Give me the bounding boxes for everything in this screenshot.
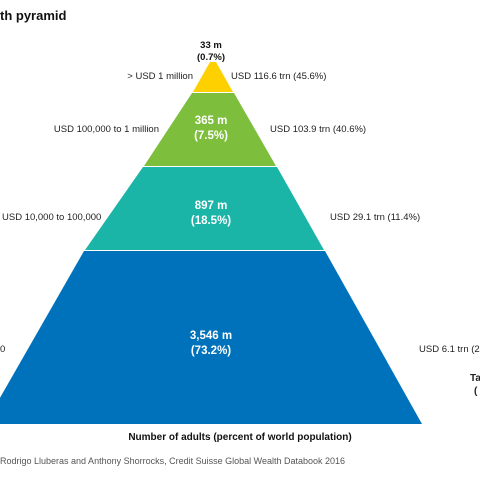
tier-middle-total-wealth: USD 29.1 trn (11.4%) [330, 212, 421, 223]
tier-base-band [0, 251, 422, 424]
tier-middle-adults: 897 m [194, 200, 228, 212]
tier-base-count: 3,546 m (73.2%) [190, 329, 232, 359]
tier-top-wealth-range: > USD 1 million [127, 71, 193, 82]
tier-base-percent: (73.2%) [190, 345, 232, 357]
tier-top-percent: (0.7%) [197, 52, 225, 63]
tier-upper-band [144, 93, 276, 166]
tier-upper-total-wealth: USD 103.9 trn (40.6%) [270, 124, 367, 135]
tier-top-count: 33 m (0.7%) [197, 40, 225, 64]
tier-base-adults: 3,546 m [189, 330, 233, 342]
source-note: Rodrigo Lluberas and Anthony Shorrocks, … [0, 456, 346, 466]
tier-top-total-wealth: USD 116.6 trn (45.6%) [231, 71, 327, 82]
tier-upper-percent: (7.5%) [194, 130, 228, 142]
axis-title: Number of adults (percent of world popul… [128, 432, 352, 443]
tier-middle-percent: (18.5%) [190, 215, 232, 227]
tier-base-wealth-range: 0 [0, 344, 6, 355]
tier-top-adults: 33 m [200, 40, 222, 51]
tier-upper-adults: 365 m [194, 115, 228, 127]
tier-middle-wealth-range: USD 10,000 to 100,000 [2, 212, 102, 223]
chart-title: th pyramid [0, 8, 67, 23]
tier-upper-wealth-range: USD 100,000 to 1 million [53, 124, 159, 135]
tier-top-band [193, 62, 233, 92]
tier-middle-count: 897 m (18.5%) [191, 199, 231, 229]
tier-upper-count: 365 m (7.5%) [194, 114, 228, 144]
right-edge-heading: Ta [470, 373, 480, 384]
tier-middle-band [85, 167, 324, 250]
right-edge-heading-sub: ( [474, 386, 478, 397]
tier-base-total-wealth: USD 6.1 trn (2 [419, 344, 480, 355]
